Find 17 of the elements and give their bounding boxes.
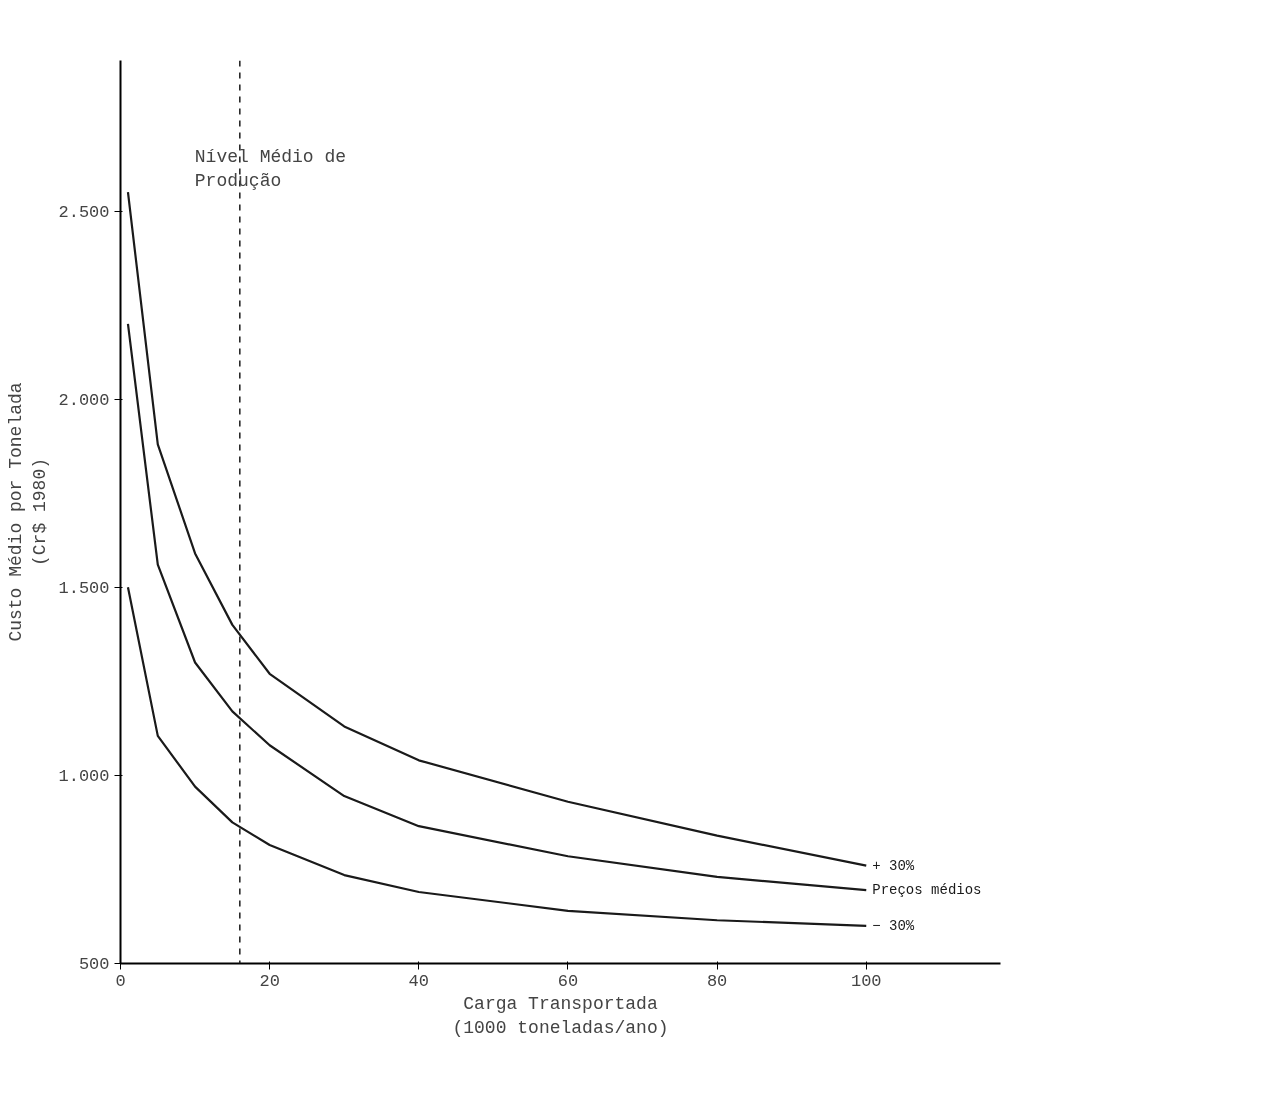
series-label: + 30% <box>872 857 915 874</box>
x-axis-title: Carga Transportada (1000 toneladas/ano) <box>452 993 669 1038</box>
x-tick-label: 40 <box>408 971 430 991</box>
series-label: Preços médios <box>872 882 982 899</box>
y-tick-label: 1.500 <box>58 578 110 598</box>
y-tick-label: 1.000 <box>58 766 110 786</box>
series-label: − 30% <box>872 917 915 934</box>
y-tick-label: 2.500 <box>58 202 110 222</box>
ref-line-label: Nível Médio de Produção <box>194 146 347 191</box>
x-tick-label: 0 <box>115 971 126 991</box>
y-axis-title: Custo Médio por Tonelada (Cr$ 1980) <box>6 382 51 642</box>
y-tick-label: 500 <box>78 955 110 974</box>
y-tick-label: 2.000 <box>58 390 110 410</box>
x-tick-label: 100 <box>850 971 882 991</box>
x-tick-label: 80 <box>706 971 728 991</box>
x-tick-label: 60 <box>557 971 579 991</box>
x-tick-label: 20 <box>259 971 280 991</box>
